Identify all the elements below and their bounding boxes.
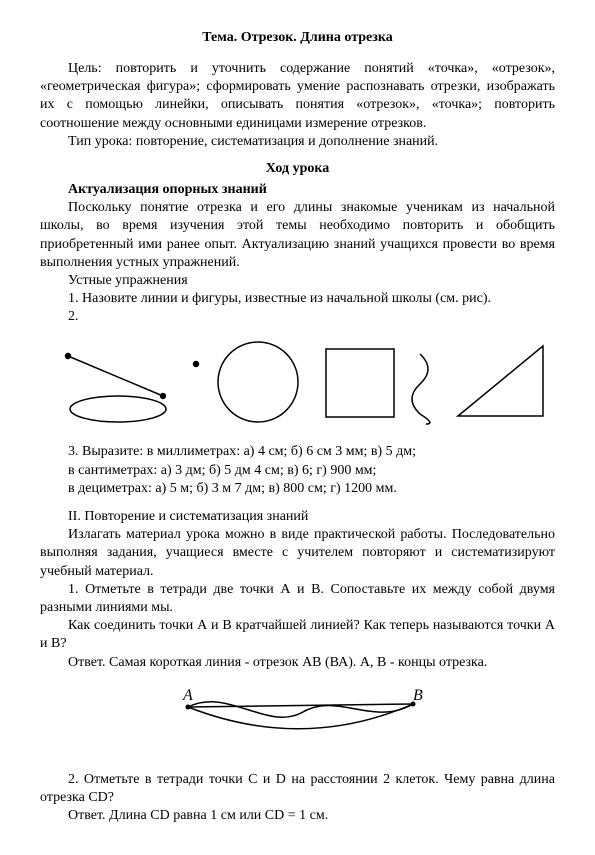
task-2: 2. Отметьте в тетради точки С и D на рас… <box>40 771 555 807</box>
section1-paragraph: Поскольку понятие отрезка и его длины зн… <box>40 199 555 272</box>
goal-paragraph: Цель: повторить и уточнить содержание по… <box>40 60 555 133</box>
oral-exercises-title: Устные упражнения <box>40 272 555 290</box>
curve-ab-2 <box>188 704 413 729</box>
exercise-3b: в сантиметрах: а) 3 дм; б) 5 дм 4 см; в)… <box>40 462 555 480</box>
segment-ab <box>188 704 413 707</box>
segment-icon <box>64 353 165 399</box>
task-1-question: Как соединить точки А и В кратчайшей лин… <box>40 617 555 653</box>
oral-exercise-2: 2. <box>40 308 555 326</box>
task-1: 1. Отметьте в тетради две точки А и В. С… <box>40 581 555 617</box>
section1-title: Актуализация опорных знаний <box>40 181 555 199</box>
shapes-svg <box>48 334 548 429</box>
exercise-3c: в дециметрах: а) 5 м; б) 3 м 7 дм; в) 80… <box>40 480 555 498</box>
section2-title: II. Повторение и систематизация знаний <box>40 508 555 526</box>
lesson-type: Тип урока: повторение, систематизация и … <box>40 133 555 151</box>
ellipse-icon <box>70 396 166 422</box>
progress-title: Ход урока <box>40 161 555 177</box>
task-2-answer: Ответ. Длина СD равна 1 см или СD = 1 см… <box>40 807 555 825</box>
task-1-answer: Ответ. Самая короткая линия - отрезок АВ… <box>40 654 555 672</box>
oral-exercise-1: 1. Назовите линии и фигуры, известные из… <box>40 290 555 308</box>
document-title: Тема. Отрезок. Длина отрезка <box>40 30 555 46</box>
section2-paragraph: Излагать материал урока можно в виде пра… <box>40 526 555 581</box>
point-a <box>185 704 190 709</box>
ab-svg: A B <box>138 682 458 752</box>
curve-icon <box>412 354 430 424</box>
square-icon <box>326 349 394 417</box>
dot-icon <box>192 361 198 367</box>
circle-icon <box>218 342 298 422</box>
point-b <box>410 701 415 706</box>
spacer <box>40 498 555 508</box>
label-b: B <box>413 687 423 704</box>
figures-row <box>40 334 555 429</box>
ab-figure: A B <box>40 682 555 757</box>
label-a: A <box>182 687 193 704</box>
triangle-icon <box>458 346 543 416</box>
page: Тема. Отрезок. Длина отрезка Цель: повто… <box>0 0 595 855</box>
exercise-3a: 3. Выразите: в миллиметрах: а) 4 см; б) … <box>40 443 555 461</box>
